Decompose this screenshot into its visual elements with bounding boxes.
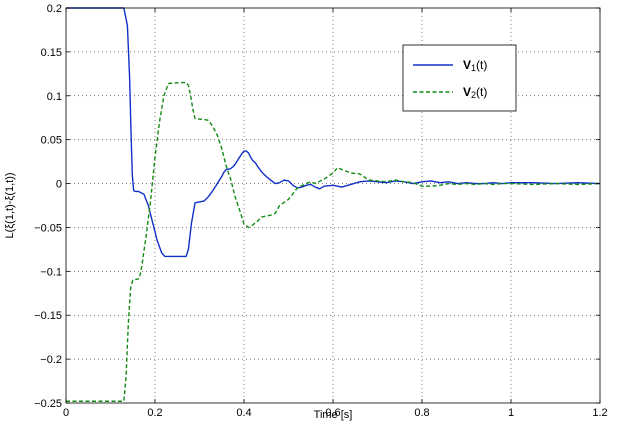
series-line-1 [66,7,601,258]
y-tick-label: −0.1 [40,266,62,278]
legend-label-1: V1(t) [463,58,487,73]
x-tick-label: 0.2 [147,407,162,419]
y-tick-label: 0 [56,179,62,191]
y-tick-label: −0.2 [40,354,62,366]
y-axis-label: L(ξ(1,t)-ξ(1,t)) [4,172,16,238]
y-tick-label: −0.25 [34,398,62,410]
legend-box [402,44,517,112]
x-tick-label: 0.8 [414,407,429,419]
y-tick-label: −0.15 [34,310,62,322]
series-layer [66,7,601,402]
y-tick-label: 0.2 [47,3,62,15]
x-tick-label: 0 [63,407,69,419]
y-tick-label: 0.05 [41,135,62,147]
legend: V1(t) V2(t) [402,44,517,112]
series-line-2 [66,81,601,402]
y-tick-label: 0.1 [47,91,62,103]
y-tick-label: 0.15 [41,47,62,59]
x-tick-label: 1.2 [592,407,607,419]
x-tick-label: 0.4 [236,407,251,419]
x-tick-label: 1 [508,407,514,419]
axis-ticks: 0 0.2 0.4 0.6 0.8 1 1.2 0.2 0.15 0.1 0.05 0 −0.05 −0.… [34,3,607,419]
x-axis-label: Time [s] [314,409,353,421]
x-tick-label: 0.6 [325,407,340,419]
legend-label-2: V2(t) [463,85,487,100]
y-tick-label: −0.05 [34,222,62,234]
